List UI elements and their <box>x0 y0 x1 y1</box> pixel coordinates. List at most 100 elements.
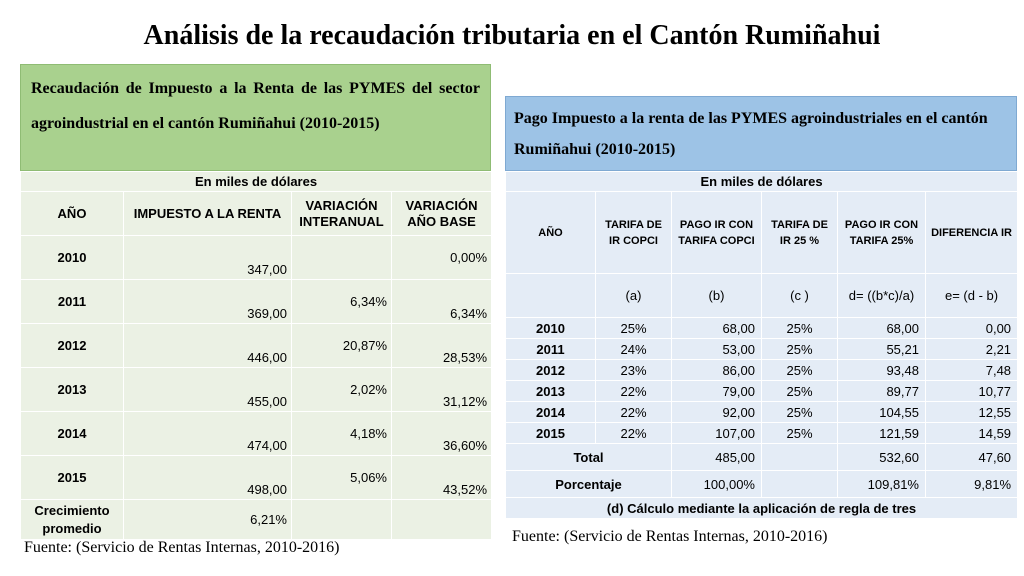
income-tax-collection-table: En miles de dólares AÑO IMPUESTO A LA RE… <box>19 171 493 540</box>
column-header: AÑO <box>20 191 124 236</box>
percent-difference: 9,81% <box>924 470 1019 498</box>
rate-copci-cell: 22% <box>595 422 672 444</box>
right-source-note: Fuente: (Servicio de Rentas Internas, 20… <box>512 528 828 545</box>
rate-copci-cell: 25% <box>595 317 672 339</box>
rate-25-cell: 25% <box>761 359 838 381</box>
formula-cell: e= (d - b) <box>924 273 1019 318</box>
payment-copci-cell: 68,00 <box>671 317 762 339</box>
base-cell: 36,60% <box>390 411 493 456</box>
formula-cell: (c ) <box>761 273 838 318</box>
rate-copci-cell: 24% <box>595 338 672 360</box>
empty-cell <box>761 470 838 498</box>
tax-cell: 347,00 <box>123 235 292 280</box>
percent-25: 109,81% <box>837 470 926 498</box>
percent-copci: 100,00% <box>671 470 762 498</box>
year-cell: 2010 <box>505 317 596 339</box>
year-cell: 2015 <box>20 455 124 500</box>
column-header: DIFERENCIA IR <box>924 191 1019 274</box>
payment-25-cell: 55,21 <box>837 338 926 360</box>
table-row: 2010 347,00 0,00% <box>20 235 493 280</box>
formula-cell: (a) <box>595 273 672 318</box>
payment-copci-cell: 92,00 <box>671 401 762 423</box>
units-label: En miles de dólares <box>19 171 493 192</box>
column-header: VARIACIÓN AÑO BASE <box>390 191 493 236</box>
table-row: 2014 474,00 4,18% 36,60% <box>20 411 493 456</box>
year-cell: 2013 <box>20 367 124 412</box>
payment-copci-cell: 79,00 <box>671 380 762 402</box>
column-header: VARIACIÓN INTERANUAL <box>291 191 392 236</box>
tax-cell: 474,00 <box>123 411 292 456</box>
rate-25-cell: 25% <box>761 317 838 339</box>
formula-cell: (b) <box>671 273 762 318</box>
column-header: TARIFA DE IR COPCI <box>595 191 672 274</box>
year-cell: 2010 <box>20 235 124 280</box>
table-row: 2012 446,00 20,87% 28,53% <box>20 323 493 368</box>
base-cell: 31,12% <box>390 367 493 412</box>
calculation-note: (d) Cálculo mediante la aplicación de re… <box>504 497 1019 519</box>
payment-25-cell: 93,48 <box>837 359 926 381</box>
base-cell: 0,00% <box>390 235 493 280</box>
table-row: 2013 22% 79,00 25% 89,77 10,77 <box>505 380 1019 402</box>
base-cell: 43,52% <box>390 455 493 500</box>
empty-cell <box>761 443 838 471</box>
left-table-heading: Recaudación de Impuesto a la Renta de la… <box>20 64 491 171</box>
income-tax-payment-table: En miles de dólares AÑO TARIFA DE IR COP… <box>504 171 1019 519</box>
right-table-heading: Pago Impuesto a la renta de las PYMES ag… <box>505 96 1017 171</box>
payment-25-cell: 121,59 <box>837 422 926 444</box>
difference-cell: 7,48 <box>924 359 1019 381</box>
growth-label: Crecimiento promedio <box>20 499 124 540</box>
percent-label: Porcentaje <box>505 470 672 498</box>
table-row: 2014 22% 92,00 25% 104,55 12,55 <box>505 401 1019 423</box>
column-header: TARIFA DE IR 25 % <box>761 191 838 274</box>
rate-25-cell: 25% <box>761 338 838 360</box>
rate-copci-cell: 23% <box>595 359 672 381</box>
yoy-cell: 2,02% <box>291 367 392 412</box>
difference-cell: 2,21 <box>924 338 1019 360</box>
payment-25-cell: 68,00 <box>837 317 926 339</box>
rate-copci-cell: 22% <box>595 380 672 402</box>
formula-cell: d= ((b*c)/a) <box>837 273 926 318</box>
units-label: En miles de dólares <box>504 171 1019 192</box>
growth-value: 6,21% <box>123 499 292 540</box>
total-25: 532,60 <box>837 443 926 471</box>
year-cell: 2013 <box>505 380 596 402</box>
tax-cell: 498,00 <box>123 455 292 500</box>
tax-cell: 369,00 <box>123 279 292 324</box>
rate-25-cell: 25% <box>761 422 838 444</box>
table-row: 2015 498,00 5,06% 43,52% <box>20 455 493 500</box>
tax-cell: 446,00 <box>123 323 292 368</box>
payment-25-cell: 89,77 <box>837 380 926 402</box>
total-difference: 47,60 <box>924 443 1019 471</box>
year-cell: 2012 <box>505 359 596 381</box>
column-header: PAGO IR CON TARIFA 25% <box>837 191 926 274</box>
year-cell: 2011 <box>505 338 596 360</box>
payment-25-cell: 104,55 <box>837 401 926 423</box>
column-header: IMPUESTO A LA RENTA <box>123 191 292 236</box>
payment-copci-cell: 86,00 <box>671 359 762 381</box>
total-label: Total <box>505 443 672 471</box>
base-cell: 6,34% <box>390 279 493 324</box>
total-copci: 485,00 <box>671 443 762 471</box>
left-source-note: Fuente: (Servicio de Rentas Internas, 20… <box>24 539 340 556</box>
rate-copci-cell: 22% <box>595 401 672 423</box>
yoy-cell: 4,18% <box>291 411 392 456</box>
column-header: PAGO IR CON TARIFA COPCI <box>671 191 762 274</box>
empty-cell <box>390 499 493 540</box>
base-cell: 28,53% <box>390 323 493 368</box>
rate-25-cell: 25% <box>761 401 838 423</box>
column-header: AÑO <box>505 191 596 274</box>
yoy-cell <box>291 235 392 280</box>
percent-row: Porcentaje 100,00% 109,81% 9,81% <box>505 470 1019 498</box>
difference-cell: 14,59 <box>924 422 1019 444</box>
table-row: 2015 22% 107,00 25% 121,59 14,59 <box>505 422 1019 444</box>
table-row: 2013 455,00 2,02% 31,12% <box>20 367 493 412</box>
year-cell: 2011 <box>20 279 124 324</box>
empty-cell <box>505 273 596 318</box>
payment-copci-cell: 107,00 <box>671 422 762 444</box>
yoy-cell: 6,34% <box>291 279 392 324</box>
total-row: Total 485,00 532,60 47,60 <box>505 443 1019 471</box>
table-row: 2012 23% 86,00 25% 93,48 7,48 <box>505 359 1019 381</box>
difference-cell: 0,00 <box>924 317 1019 339</box>
rate-25-cell: 25% <box>761 380 838 402</box>
growth-row: Crecimiento promedio 6,21% <box>20 499 493 540</box>
